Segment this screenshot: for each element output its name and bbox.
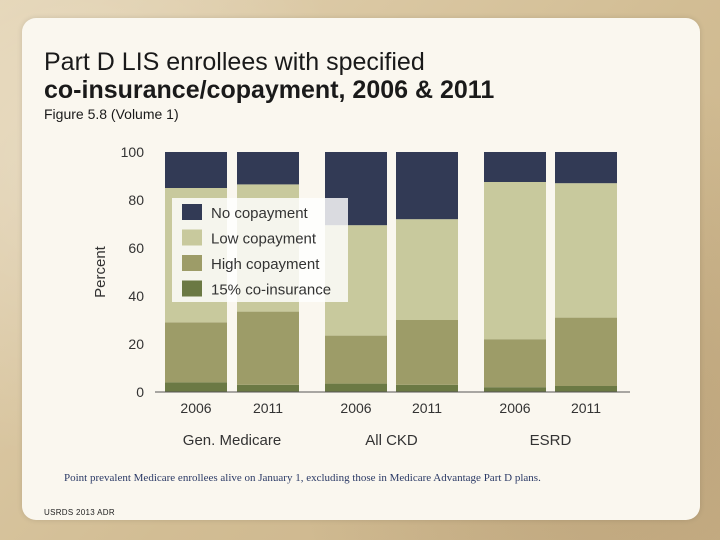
- source-label: USRDS 2013 ADR: [44, 508, 115, 517]
- x-tick-label: 2006: [340, 400, 371, 416]
- bar-segment-high-copayment: [165, 322, 227, 383]
- bar-segment-15-co-insurance: [165, 382, 227, 392]
- x-tick-label: 2011: [571, 400, 601, 416]
- group-label: ESRD: [530, 432, 572, 449]
- bar-segment-high-copayment: [325, 335, 387, 384]
- bar-segment-15-co-insurance: [325, 383, 387, 392]
- bar-segment-no-copayment: [237, 152, 299, 185]
- y-tick-label: 40: [128, 288, 144, 304]
- x-tick-label: 2011: [253, 400, 283, 416]
- bar-segment-high-copayment: [237, 311, 299, 385]
- x-tick-label: 2006: [499, 400, 530, 416]
- bar-segment-15-co-insurance: [555, 386, 617, 392]
- footnote: Point prevalent Medicare enrollees alive…: [64, 472, 541, 484]
- y-tick-label: 60: [128, 240, 144, 256]
- bar-segment-no-copayment: [484, 152, 546, 182]
- chart-title: Part D LIS enrollees with specified co-i…: [44, 48, 664, 104]
- bar-segment-no-copayment: [555, 152, 617, 184]
- x-tick-label: 2011: [412, 400, 442, 416]
- bar-segment-high-copayment: [555, 317, 617, 386]
- legend-swatch: [182, 204, 202, 220]
- legend-swatch: [182, 229, 202, 246]
- bar-segment-no-copayment: [165, 152, 227, 188]
- y-tick-label: 0: [136, 384, 144, 400]
- title-line-2: co-insurance/copayment, 2006 & 2011: [44, 76, 495, 104]
- y-tick-label: 20: [128, 336, 144, 352]
- legend-swatch: [182, 280, 202, 297]
- group-label: All CKD: [365, 432, 418, 449]
- bar-segment-low-copayment: [484, 182, 546, 340]
- bar-segment-15-co-insurance: [396, 384, 458, 392]
- bar-segment-low-copayment: [396, 219, 458, 320]
- bar-segment-low-copayment: [555, 183, 617, 318]
- legend-swatch: [182, 255, 202, 271]
- legend-label: 15% co-insurance: [211, 282, 331, 299]
- group-label: Gen. Medicare: [183, 432, 281, 449]
- bar-segment-high-copayment: [396, 320, 458, 385]
- y-tick-label: 80: [128, 192, 144, 208]
- y-axis-label: Percent: [92, 245, 109, 298]
- legend-label: Low copayment: [211, 231, 317, 248]
- title-line-1: Part D LIS enrollees with specified: [44, 48, 425, 76]
- bar-segment-15-co-insurance: [484, 387, 546, 392]
- bar-segment-15-co-insurance: [237, 384, 299, 392]
- y-tick-label: 100: [121, 144, 145, 160]
- bar-segment-high-copayment: [484, 339, 546, 388]
- figure-subtitle: Figure 5.8 (Volume 1): [44, 106, 179, 122]
- legend-label: High copayment: [211, 256, 320, 273]
- bar-segment-no-copayment: [396, 152, 458, 220]
- legend-label: No copayment: [211, 205, 309, 222]
- x-tick-label: 2006: [180, 400, 211, 416]
